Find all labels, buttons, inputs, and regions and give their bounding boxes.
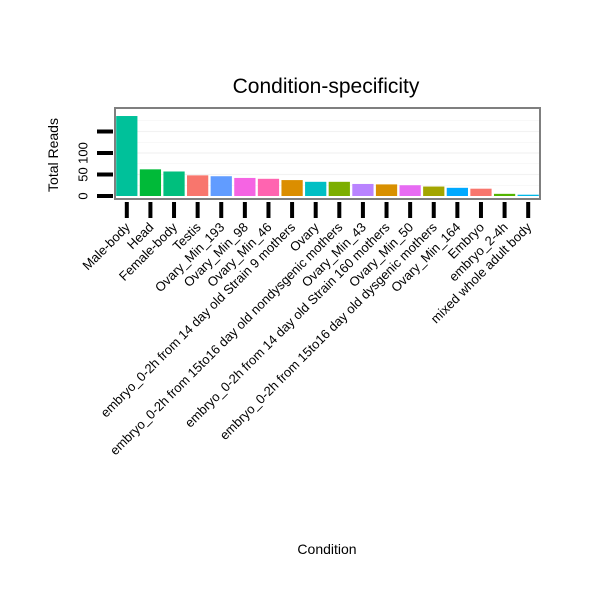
chart-title: Condition-specificity [233,75,420,98]
bar [399,185,421,196]
bar [328,181,350,196]
y-tick-label: 50 [75,167,90,181]
bar [305,181,327,196]
bar [423,186,445,196]
y-tick-label: 100 [75,142,90,164]
bar [470,188,492,196]
bar [139,169,162,196]
bar [352,183,374,196]
bar [375,184,398,196]
bar [281,180,303,196]
bar [257,178,280,196]
bar [163,171,185,196]
bar [446,187,468,196]
y-axis-label: Total Reads [45,118,61,192]
bar [234,177,256,196]
y-tick-label: 0 [75,192,90,199]
bar [493,193,516,196]
bar [187,175,209,196]
panel-border [114,107,541,200]
bar [116,116,138,196]
bar [210,176,232,196]
plot-area: 050100Male-bodyHeadFemale-bodyTestisOvar… [75,107,541,458]
bar [517,194,539,196]
x-axis-label: Condition [297,541,356,557]
